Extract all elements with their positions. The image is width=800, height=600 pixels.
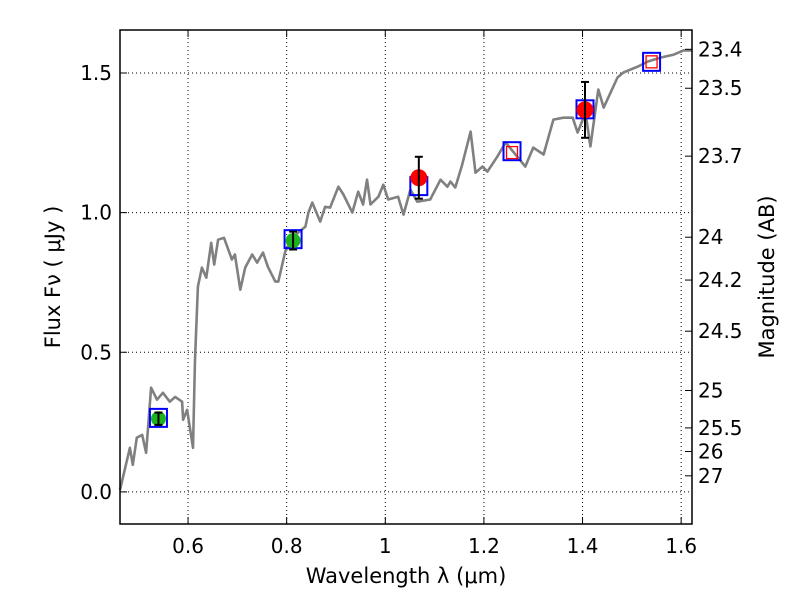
error-bar xyxy=(580,80,589,139)
model-photometry-inner-square xyxy=(505,145,519,160)
mag-tick-label: 24 xyxy=(698,225,723,249)
ticks: 0.6 0.8 1 1.2 1.4 1.6 0.0 0.5 1.0 1.5 23.4 23.5 23.7… xyxy=(80,30,743,558)
model-photometry-square xyxy=(148,407,168,428)
mag-tick-label: 23.5 xyxy=(698,76,743,100)
model-photometry-inner-square xyxy=(645,55,658,69)
x-tick-label: 1 xyxy=(379,534,392,558)
y-tick-label: 0.0 xyxy=(80,480,112,504)
mag-tick-label: 23.4 xyxy=(698,37,743,61)
axes-frame xyxy=(119,29,693,525)
x-axis-label: Wavelength λ (μm) xyxy=(306,564,507,588)
y-tick-label: 0.5 xyxy=(80,340,112,364)
spectrum-line xyxy=(118,49,693,491)
error-bar xyxy=(414,155,423,200)
model-photometry-square xyxy=(642,51,662,72)
mag-tick-label: 25 xyxy=(698,378,723,402)
error-bar xyxy=(154,411,163,426)
y-axis-label: Flux Fν ( μJy ) xyxy=(41,206,65,349)
y-axis-right-label: Magnitude (AB) xyxy=(755,195,779,358)
y-tick-label: 1.0 xyxy=(80,201,112,225)
x-tick-label: 1.2 xyxy=(468,534,500,558)
x-tick-label: 0.8 xyxy=(271,534,303,558)
error-bar xyxy=(289,230,298,251)
mag-tick-label: 24.5 xyxy=(698,319,743,343)
x-tick-label: 0.6 xyxy=(172,534,204,558)
model-photometry-square xyxy=(502,141,522,162)
mag-tick-label: 26 xyxy=(698,440,723,464)
mag-tick-label: 25.5 xyxy=(698,416,743,440)
y-tick-label: 1.5 xyxy=(80,61,112,85)
grid xyxy=(120,30,692,524)
mag-tick-label: 27 xyxy=(698,464,723,488)
mag-tick-label: 24.2 xyxy=(698,268,743,292)
plot-area xyxy=(118,49,693,491)
y-axis-label-text: Flux Fν ( μJy ) xyxy=(41,206,65,349)
x-tick-label: 1.6 xyxy=(665,534,697,558)
mag-tick-label: 23.7 xyxy=(698,144,743,168)
x-tick-label: 1.4 xyxy=(567,534,599,558)
